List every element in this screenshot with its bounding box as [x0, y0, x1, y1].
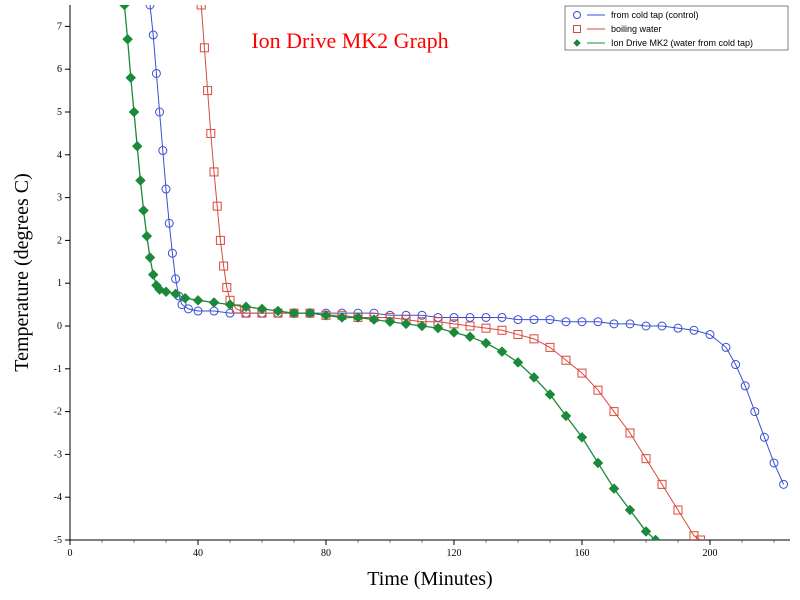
y-tick-label: 7 [57, 21, 62, 32]
y-tick-label: 2 [57, 235, 62, 246]
chart-title: Ion Drive MK2 Graph [251, 28, 448, 53]
y-tick-label: 1 [57, 278, 62, 289]
y-tick-label: 0 [57, 321, 62, 332]
legend-label: from cold tap (control) [611, 10, 699, 20]
x-tick-label: 160 [575, 548, 590, 559]
legend-label: boiling water [611, 24, 662, 34]
x-tick-label: 0 [68, 548, 73, 559]
x-tick-label: 80 [321, 548, 331, 559]
y-tick-label: -3 [54, 449, 62, 460]
legend: from cold tap (control) boiling water Ion … [565, 6, 788, 50]
x-tick-label: 120 [447, 548, 462, 559]
y-tick-label: -4 [54, 492, 62, 503]
y-tick-label: 6 [57, 64, 62, 75]
y-tick-label: -1 [54, 364, 62, 375]
y-axis-label: Temperature (degrees C) [11, 173, 33, 372]
y-tick-label: 4 [57, 150, 62, 161]
y-tick-label: 5 [57, 107, 62, 118]
legend-label: Ion Drive MK2 (water from cold tap) [611, 38, 753, 48]
x-tick-label: 200 [703, 548, 718, 559]
chart-svg: 0 40 80 120 160 200 -5 -4 -3 -2 -1 0 1 2 3 4 5 6 7 Time (Mi… [0, 0, 800, 600]
y-tick-label: 3 [57, 193, 62, 204]
y-tick-label: -2 [54, 407, 62, 418]
y-tick-label: -5 [54, 535, 62, 546]
x-tick-label: 40 [193, 548, 203, 559]
chart-container: 0 40 80 120 160 200 -5 -4 -3 -2 -1 0 1 2 3 4 5 6 7 Time (Mi… [0, 0, 800, 600]
x-axis-label: Time (Minutes) [367, 568, 492, 590]
